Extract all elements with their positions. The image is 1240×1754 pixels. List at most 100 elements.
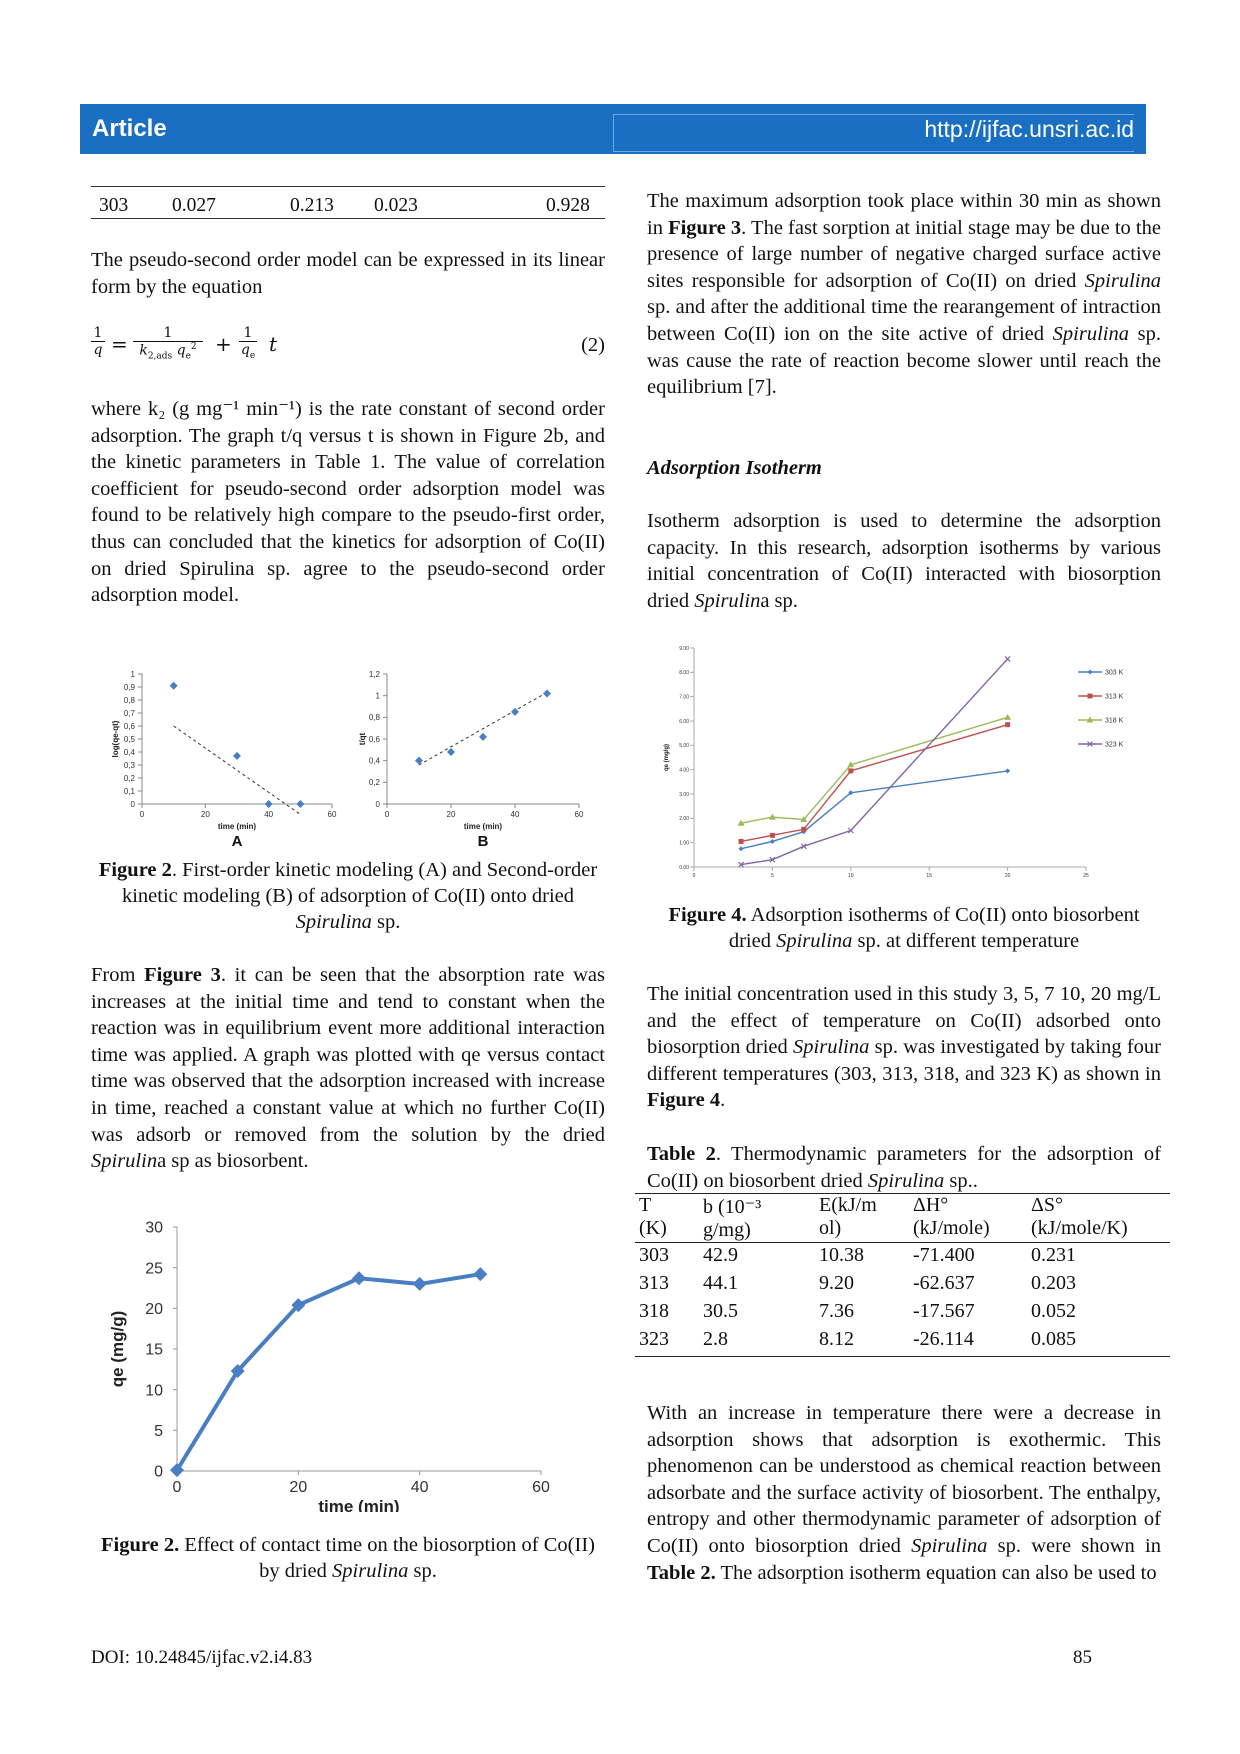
data-point (738, 838, 744, 844)
paragraph-text: The pseudo-second order model can be exp… (91, 249, 605, 298)
caption-italic: Spirulina (332, 1560, 409, 1582)
data-point (296, 800, 305, 808)
data-point (543, 689, 551, 698)
figure-2-caption: Figure 2. First-order kinetic modeling (… (91, 857, 605, 935)
data-point (769, 832, 775, 838)
paragraph-text: From (91, 964, 145, 986)
caption-label: Figure 2. (101, 1534, 180, 1556)
figure-3-caption: Figure 2. Effect of contact time on the … (91, 1532, 605, 1584)
figure-reference: Figure 3 (668, 216, 742, 239)
y-tick-label: 0,5 (124, 735, 136, 744)
series-line (740, 770, 1008, 850)
thermodynamic-table: T (K) b (10⁻³ g/mg) E(kJ/m ol) ΔH° (kJ/mole)… (635, 1194, 1170, 1356)
table-row: 318 30.5 7.36 -17.567 0.052 (635, 1300, 1170, 1328)
caption-text: Adsorption isotherms of Co(II) onto bios… (728, 904, 1140, 952)
data-point-stroke (1004, 656, 1011, 662)
y-tick-label: 9.00 (679, 646, 689, 652)
x-tick-label: 40 (411, 1479, 429, 1496)
table-row: 303 42.9 10.38 -71.400 0.231 (635, 1244, 1170, 1272)
table-cell: 8.12 (819, 1328, 854, 1350)
data-point-stroke (800, 843, 807, 850)
x-tick-label: 60 (532, 1479, 550, 1496)
data-point-stroke (738, 861, 744, 868)
caption-label: Figure 4. (668, 904, 747, 926)
data-point (738, 861, 744, 868)
y-tick-label: 5 (154, 1423, 163, 1440)
data-point (1086, 716, 1094, 723)
table-cell: 303 (99, 195, 129, 216)
paragraph: The pseudo-second order model can be exp… (91, 247, 605, 300)
y-tick-label: 4.00 (679, 767, 689, 773)
article-label: Article (92, 115, 167, 142)
y-tick-label: 10 (145, 1382, 163, 1399)
data-point-stroke (1087, 741, 1093, 747)
table-cell: 0.052 (1031, 1300, 1076, 1322)
table-row: 313 44.1 9.20 -62.637 0.203 (635, 1272, 1170, 1300)
paragraph-text: . The fast sorption at initial stage may… (647, 216, 1161, 292)
table-cell: 42.9 (703, 1244, 738, 1266)
table-cell: -62.637 (913, 1272, 975, 1294)
paragraph: With an increase in temperature there we… (647, 1400, 1161, 1586)
table1-bottom-rule (91, 218, 605, 219)
species-name: Spirulina (911, 1534, 988, 1557)
species-name: Spirulina (1084, 269, 1161, 292)
x-tick-label: 20 (447, 810, 456, 819)
paragraph-text: sp. were shown in (987, 1534, 1161, 1557)
legend-label: 323 K (1105, 742, 1124, 749)
data-point (768, 813, 776, 820)
figure-2b-chart: 0 0,2 0,4 0,6 0,8 1 1,2 0 20 40 60 time (min) t/qt B (358, 670, 584, 850)
table-cell: -17.567 (913, 1300, 975, 1322)
species-name: Spirulina (793, 1036, 870, 1059)
header-divider (613, 114, 1134, 152)
data-point (352, 1271, 366, 1286)
table-header-cell: ΔS° (kJ/mole/K) (1031, 1194, 1128, 1239)
data-point (1087, 669, 1093, 675)
data-point (1004, 713, 1012, 720)
y-tick-label: 30 (145, 1220, 163, 1237)
y-tick-label: 25 (145, 1260, 163, 1277)
x-tick-label: 5 (771, 873, 774, 879)
paragraph-text: sp. and after the additional time the re… (647, 296, 1161, 345)
figure-2a-chart: 0 0,1 0,2 0,3 0,4 0,5 0,6 0,7 0,8 0,9 1 0 20 40 60 time… (111, 670, 337, 850)
caption-label: Figure 2 (98, 859, 172, 881)
x-tick-label: 25 (1083, 873, 1089, 879)
y-tick-label: 0.00 (679, 865, 689, 871)
panel-label: A (232, 833, 243, 850)
doi-footer: DOI: 10.24845/ijfac.v2.i4.83 (91, 1647, 313, 1668)
caption-text: sp. (408, 1560, 437, 1582)
y-tick-label: 20 (145, 1301, 163, 1318)
paragraph-text: With an increase in temperature there we… (647, 1402, 1161, 1557)
table-reference: Table 2. (647, 1561, 716, 1584)
x-tick-label: 0 (693, 873, 696, 879)
y-axis-label: t/qt (358, 732, 367, 745)
paragraph-text: a sp as biosorbent. (157, 1150, 309, 1173)
figure-3-chart: 0 5 10 15 20 25 30 0 20 40 60 time (min) qe (mg/g) (108, 1220, 550, 1512)
x-tick-label: 40 (511, 810, 520, 819)
data-point (1005, 722, 1011, 728)
table-2: T (K) b (10⁻³ g/mg) E(kJ/m ol) ΔH° (kJ/mole)… (635, 1193, 1170, 1357)
journal-header-bar: Article http://ijfac.unsri.ac.id (80, 104, 1146, 154)
x-tick-label: 10 (848, 873, 854, 879)
x-tick-label: 60 (575, 810, 584, 819)
data-point (1087, 741, 1093, 747)
caption-text: sp. at different temperature (852, 930, 1080, 952)
table-cell: 7.36 (819, 1300, 854, 1322)
paragraph-text: The maximum adsorption took place within… (647, 190, 1161, 239)
data-point (738, 846, 744, 852)
table-top-rule (635, 1193, 1170, 1194)
y-tick-label: 0,4 (369, 756, 381, 765)
table-title-text: . Thermodynamic parameters for the adsor… (647, 1143, 1161, 1192)
panel-label: B (478, 833, 489, 850)
journal-url-link[interactable]: http://ijfac.unsri.ac.id (924, 116, 1134, 142)
trendline (173, 725, 301, 815)
data-point (848, 768, 854, 774)
equation-operator: = (111, 332, 128, 356)
y-tick-label: 15 (145, 1342, 163, 1359)
table-cell: 0.203 (1031, 1272, 1076, 1294)
legend-label: 313 K (1105, 694, 1124, 701)
x-tick-label: 20 (1005, 873, 1011, 879)
table-title-text: sp.. (944, 1169, 978, 1192)
trendline (418, 691, 548, 766)
legend-label: 318 K (1105, 718, 1124, 725)
y-tick-label: 0,9 (124, 683, 136, 692)
